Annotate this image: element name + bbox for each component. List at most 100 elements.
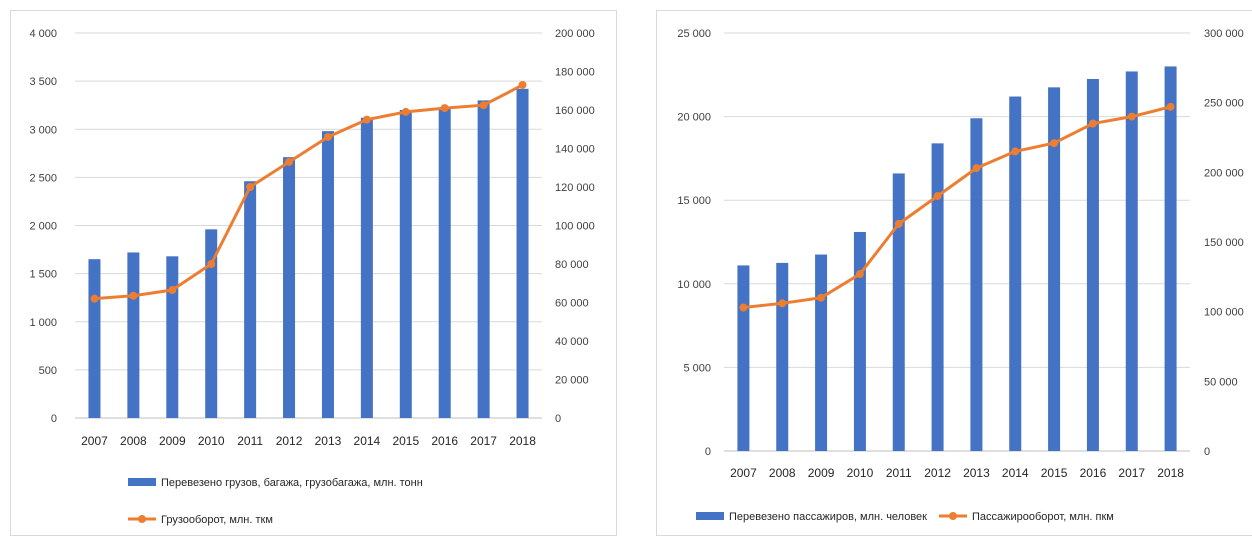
bar-2017	[477, 100, 490, 418]
right-axis-tick-label: 40 000	[555, 336, 589, 348]
x-axis-tick-label: 2015	[392, 434, 419, 448]
line-series	[743, 105, 1171, 309]
line-point-2007	[90, 294, 99, 303]
left-axis-tick-label: 0	[51, 413, 57, 425]
bar-2007	[737, 265, 750, 451]
left-axis-tick-label: 1 000	[29, 317, 57, 329]
left-axis-tick-label: 10 000	[677, 279, 711, 291]
bar-2014	[1009, 96, 1022, 451]
line-point-2011	[246, 183, 255, 191]
x-axis-tick-label: 2015	[1041, 466, 1068, 480]
line-point-2013	[323, 132, 332, 141]
x-axis-tick-label: 2008	[769, 466, 796, 480]
bar-2016	[1086, 78, 1099, 451]
line-point-2012	[285, 157, 294, 166]
x-axis-tick-label: 2009	[159, 434, 186, 448]
bar-2012	[931, 143, 944, 452]
line-point-2010	[855, 270, 864, 279]
left-axis-tick-label: 5 000	[683, 362, 711, 374]
right-axis-tick-label: 300 000	[1204, 28, 1244, 40]
legend-label: Пассажирооборот, млн. пкм	[972, 511, 1114, 523]
line-point-2015	[401, 107, 410, 116]
x-axis-tick-label: 2011	[237, 434, 263, 448]
bar-2013	[321, 131, 334, 419]
bar-2009	[166, 256, 179, 418]
left-axis-tick-label: 15 000	[677, 195, 711, 207]
right-axis-tick-label: 160 000	[555, 105, 595, 117]
left-axis-tick-label: 0	[705, 446, 711, 458]
left-axis-tick-label: 2 000	[29, 221, 57, 233]
line-point-2008	[129, 291, 138, 300]
bar-2009	[815, 254, 828, 451]
x-axis-tick-label: 2007	[730, 466, 757, 480]
x-axis-tick-label: 2008	[120, 434, 147, 448]
left-axis-tick-label: 500	[39, 365, 57, 377]
right-axis-tick-label: 120 000	[555, 182, 595, 194]
line-point-2008	[778, 299, 787, 308]
right-axis-tick-label: 250 000	[1204, 98, 1244, 110]
x-axis-tick-label: 2011	[886, 466, 912, 480]
bar-2008	[127, 252, 140, 418]
legend-marker	[949, 512, 957, 520]
x-axis-tick-label: 2012	[924, 466, 951, 480]
x-axis-tick-label: 2007	[81, 434, 108, 448]
left-axis-tick-label: 2 500	[29, 172, 57, 184]
line-point-2015	[1050, 139, 1059, 148]
legend-label: Грузооборот, млн. ткм	[161, 514, 273, 526]
bar-2016	[438, 108, 451, 418]
bar-2010	[205, 229, 218, 418]
line-point-2016	[1088, 119, 1097, 128]
legend-marker	[138, 515, 146, 523]
line-point-2009	[168, 285, 177, 294]
line-point-2014	[362, 115, 371, 124]
line-point-2009	[817, 293, 826, 302]
right-axis-tick-label: 0	[1204, 446, 1210, 458]
bar-2018	[1164, 66, 1177, 451]
x-axis-tick-label: 2014	[354, 434, 381, 448]
right-axis-tick-label: 20 000	[555, 375, 589, 387]
bar-2007	[88, 259, 101, 418]
line-point-2017	[1127, 112, 1136, 121]
x-axis-tick-label: 2013	[963, 466, 990, 480]
bar-2015	[1048, 87, 1061, 451]
legend-label: Перевезено пассажиров, млн. человек	[729, 511, 927, 523]
bar-2014	[360, 117, 373, 418]
right-axis-tick-label: 200 000	[555, 28, 595, 40]
left-axis-tick-label: 25 000	[677, 28, 711, 40]
x-axis-tick-label: 2017	[470, 434, 497, 448]
x-axis-tick-label: 2010	[847, 466, 874, 480]
right-axis-tick-label: 0	[555, 413, 561, 425]
bar-2010	[853, 231, 866, 451]
right-axis-tick-label: 180 000	[555, 67, 595, 79]
bar-2012	[283, 157, 296, 418]
line-point-2013	[972, 164, 981, 173]
left-axis-tick-label: 3 500	[29, 76, 57, 88]
left-axis-tick-label: 1 500	[29, 269, 57, 281]
left-axis-tick-label: 20 000	[677, 112, 711, 124]
bar-2017	[1125, 71, 1138, 452]
line-point-2011	[894, 219, 903, 228]
line-point-2017	[479, 101, 488, 110]
x-axis-tick-label: 2010	[198, 434, 225, 448]
left-axis-tick-label: 3 000	[29, 124, 57, 136]
right-axis-tick-label: 150 000	[1204, 237, 1244, 249]
chart-panel-right	[656, 10, 1252, 536]
x-axis-tick-label: 2013	[315, 434, 342, 448]
bar-2008	[776, 262, 789, 451]
right-axis-tick-label: 100 000	[555, 221, 595, 233]
x-axis-tick-label: 2018	[1157, 466, 1184, 480]
right-axis-tick-label: 140 000	[555, 144, 595, 156]
bar-2011	[892, 173, 905, 451]
legend-bar-swatch	[128, 478, 156, 486]
legend-label: Перевезено грузов, багажа, грузобагажа, …	[161, 477, 423, 489]
x-axis-tick-label: 2014	[1002, 466, 1029, 480]
line-point-2012	[933, 192, 942, 201]
chart-panel-left	[10, 10, 617, 536]
line-point-2018	[1166, 102, 1175, 111]
x-axis-tick-label: 2018	[509, 434, 536, 448]
bar-2013	[970, 118, 983, 451]
chart-passengers: 25 000 20 000 15 000 10 000 5 000 0 300 000 250…	[677, 28, 1243, 523]
x-axis-tick-label: 2016	[431, 434, 458, 448]
x-axis-tick-label: 2017	[1118, 466, 1145, 480]
